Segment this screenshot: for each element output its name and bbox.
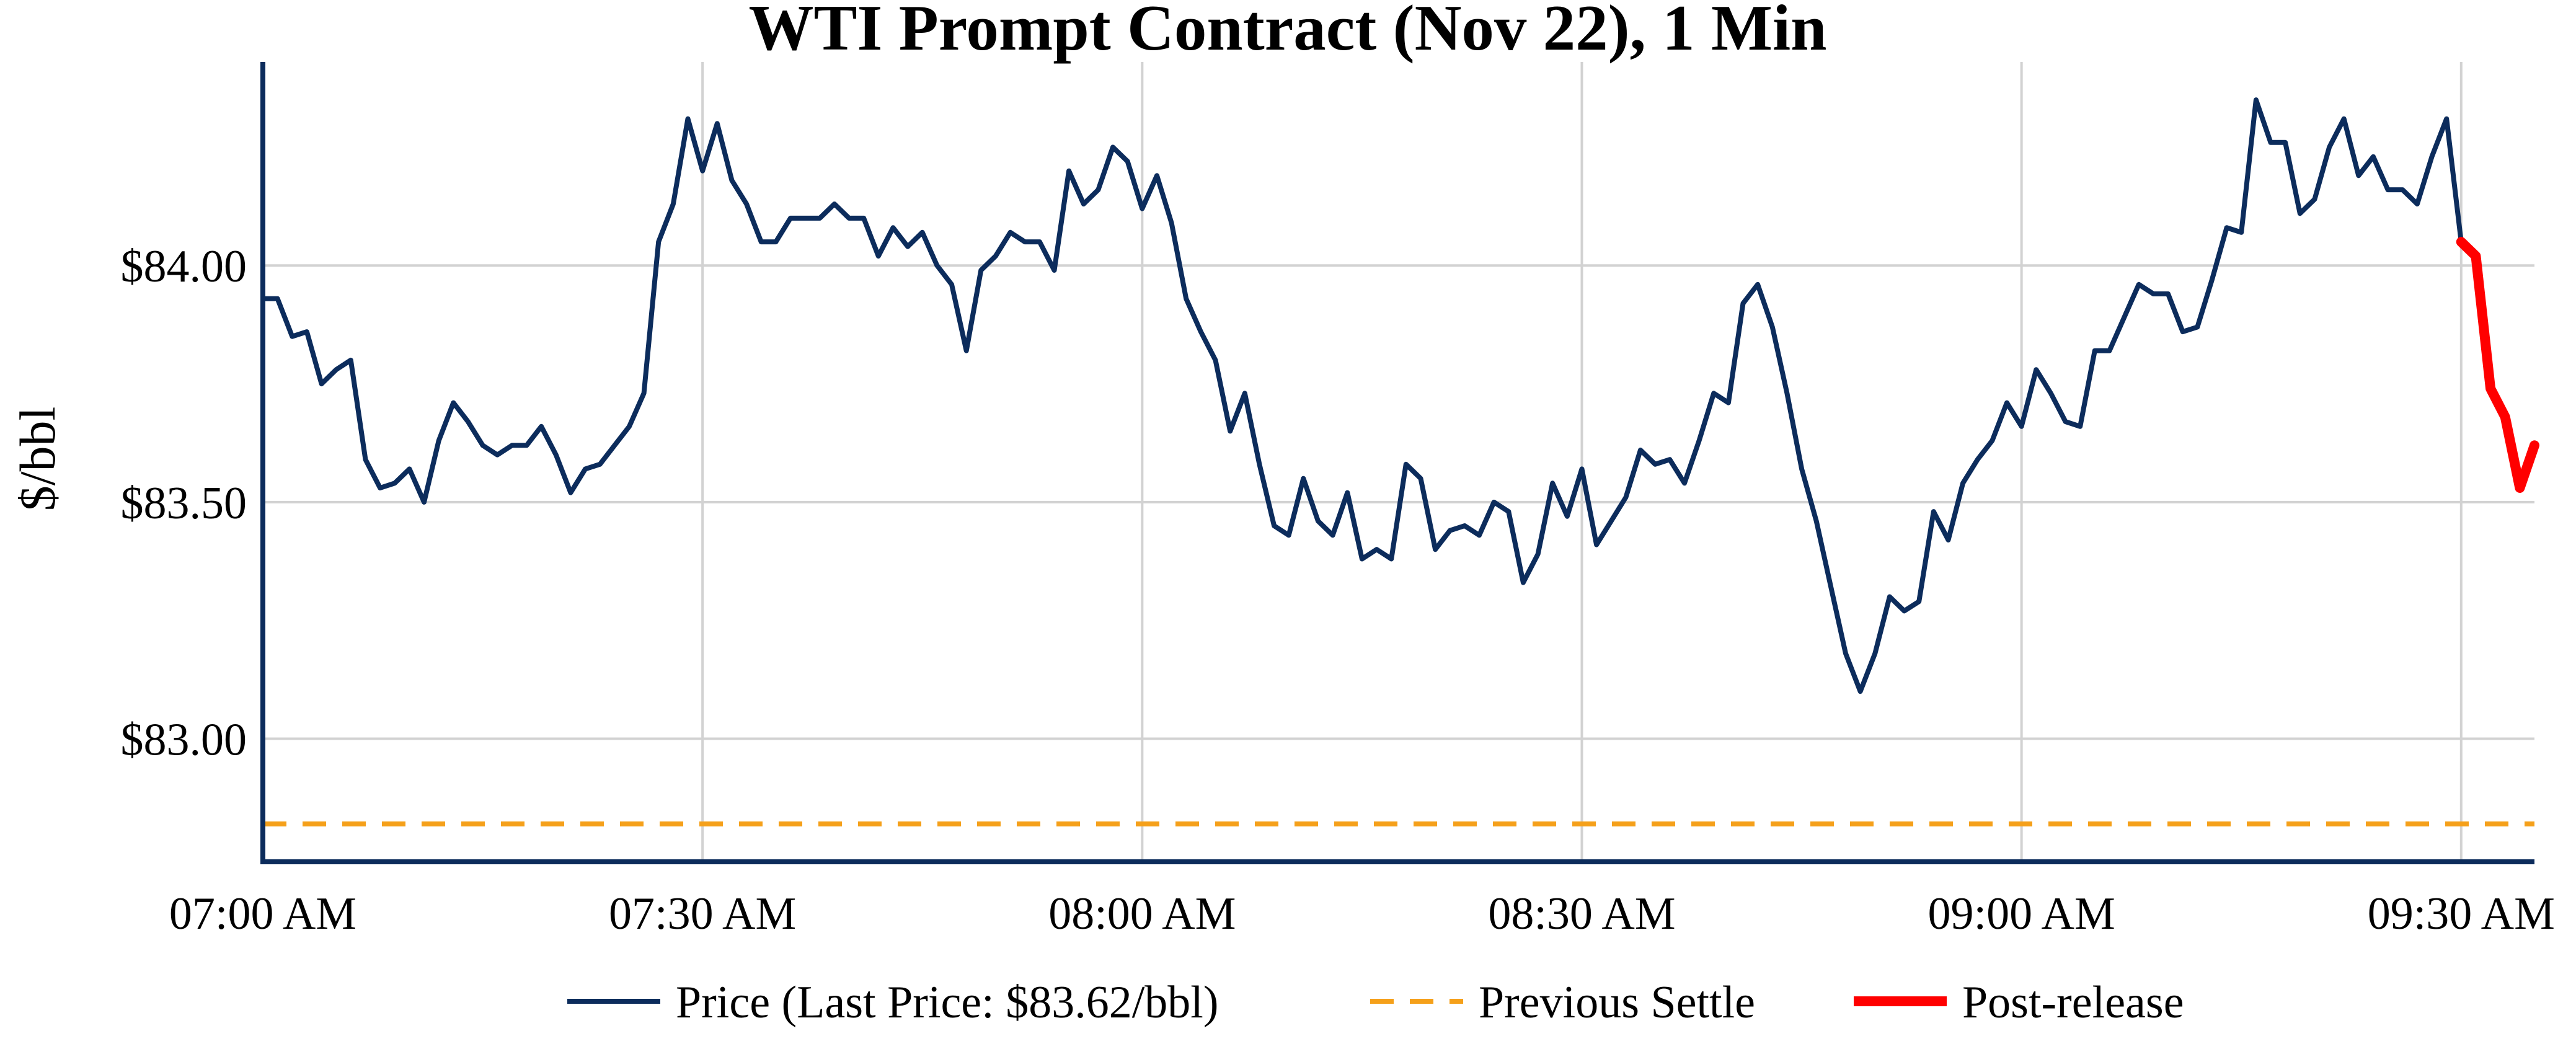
- x-tick-label: 07:00 AM: [169, 888, 356, 939]
- legend-label: Previous Settle: [1479, 977, 1755, 1028]
- y-tick-label: $84.00: [121, 241, 247, 292]
- legend-label: Post-release: [1962, 977, 2184, 1028]
- legend: Price (Last Price: $83.62/bbl) Previous S…: [567, 977, 2184, 1028]
- tick-labels: $83.00 $83.50 $84.00 07:00 AM 07:30 AM 08:00 …: [121, 241, 2555, 939]
- x-tick-label: 08:30 AM: [1488, 888, 1675, 939]
- chart-title: WTI Prompt Contract (Nov 22), 1 Min: [748, 0, 1826, 64]
- y-tick-label: $83.00: [121, 715, 247, 766]
- x-tick-label: 08:00 AM: [1048, 888, 1236, 939]
- legend-label: Price (Last Price: $83.62/bbl): [676, 977, 1218, 1028]
- x-tick-label: 07:30 AM: [609, 888, 796, 939]
- grid-lines: [263, 62, 2534, 862]
- y-tick-label: $83.50: [121, 478, 247, 529]
- axes: [260, 62, 2534, 864]
- y-axis-label: $/bbl: [9, 407, 66, 512]
- x-tick-label: 09:00 AM: [1928, 888, 2115, 939]
- post-release-line: [2456, 237, 2539, 493]
- price-line: [263, 97, 2464, 694]
- plot-series: [263, 97, 2539, 826]
- x-tick-label: 09:30 AM: [2368, 888, 2555, 939]
